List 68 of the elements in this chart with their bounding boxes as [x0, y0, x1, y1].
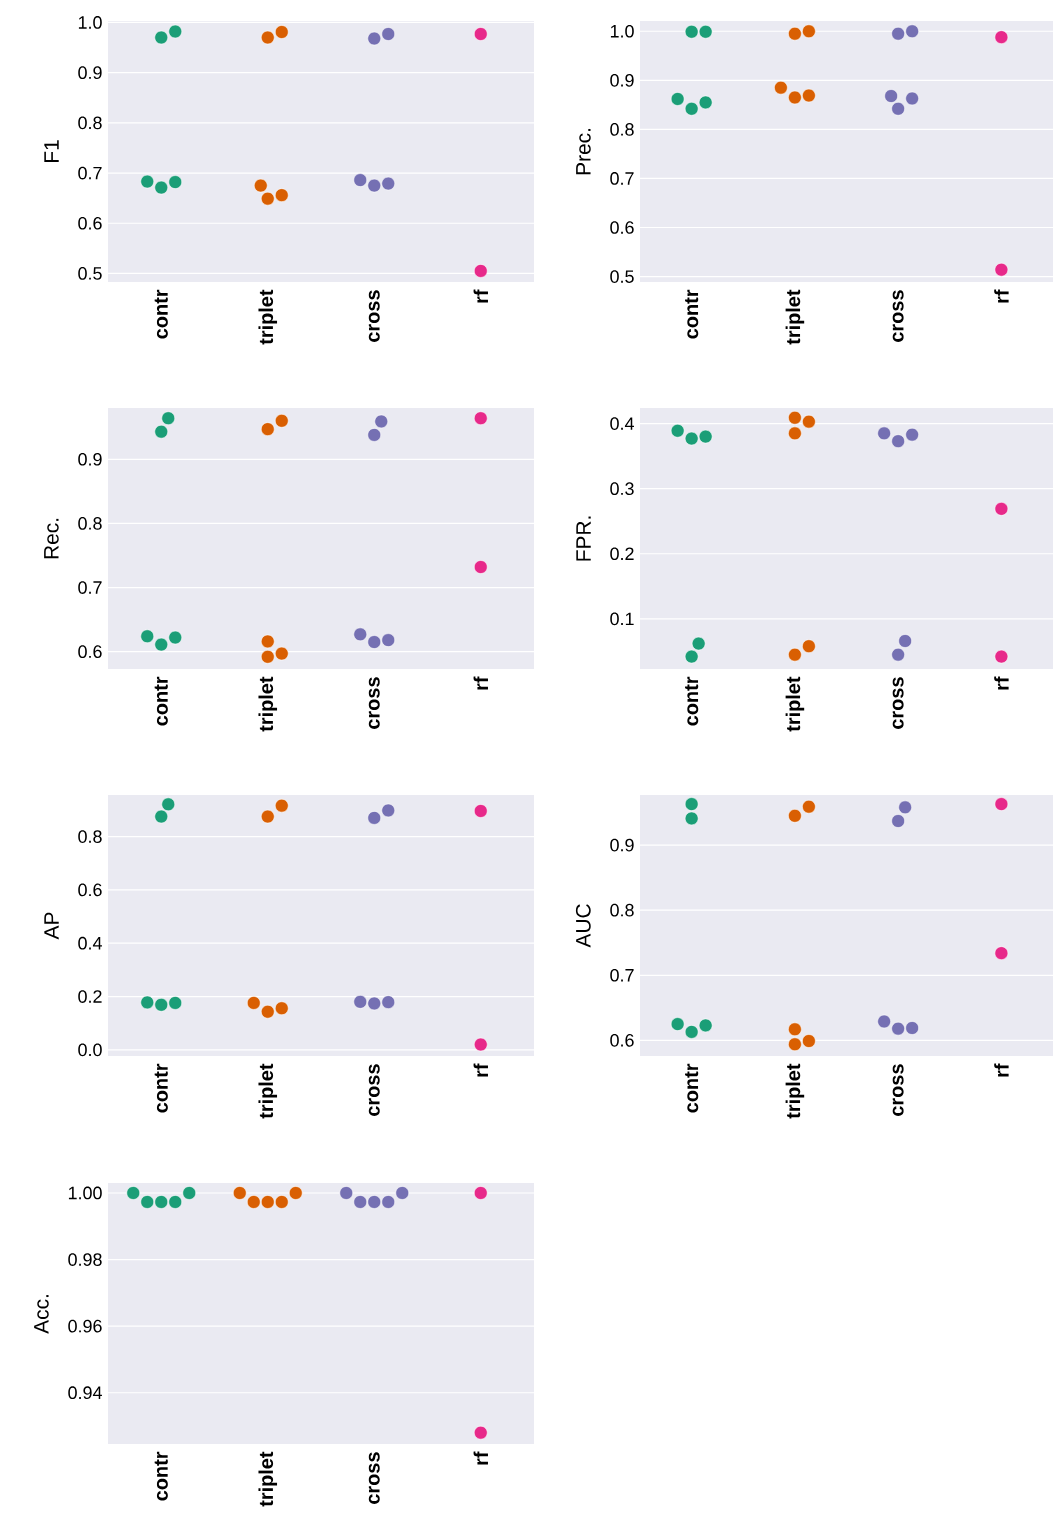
x-tick-label: contr: [154, 1063, 168, 1113]
y-tick-label: 0.6: [78, 883, 102, 897]
y-tick-label: 1.0: [78, 16, 102, 29]
y-tick-label: 0.6: [610, 221, 634, 234]
x-tick-label: rf: [473, 289, 488, 303]
y-tick-label: 0.7: [78, 166, 102, 180]
y-tick-label: 0.96: [68, 1319, 102, 1333]
x-tick-label: contr: [154, 676, 168, 726]
x-tick-label: contr: [154, 1451, 168, 1501]
x-tick-label: triplet: [258, 1063, 278, 1119]
x-tick-label: triplet: [785, 1063, 805, 1119]
y-tick-label: 0.9: [78, 452, 102, 466]
y-axis-title: F1: [44, 140, 59, 162]
x-tick-label: cross: [368, 1064, 380, 1116]
y-tick-label: 0.6: [610, 1034, 634, 1047]
y-tick-label: 0.8: [78, 830, 102, 843]
y-tick-label: 0.6: [78, 645, 102, 659]
y-tick-label: 1.0: [610, 24, 634, 38]
x-tick-label: contr: [154, 289, 168, 339]
y-tick-label: 0.8: [78, 116, 102, 130]
x-tick-label: cross: [892, 677, 904, 729]
y-tick-label: 1.00: [68, 1186, 102, 1200]
y-tick-label: 0.5: [610, 270, 634, 283]
y-tick-label: 0.7: [610, 968, 634, 982]
x-tick-label: cross: [368, 677, 380, 729]
x-tick-label: contr: [685, 289, 699, 339]
y-tick-label: 0.4: [610, 417, 634, 430]
y-tick-label: 0.7: [78, 581, 102, 594]
x-tick-label: triplet: [258, 676, 278, 732]
y-tick-label: 0.8: [610, 903, 634, 917]
x-tick-label: triplet: [258, 289, 278, 345]
y-axis-title: AP: [44, 912, 59, 940]
x-tick-label: triplet: [785, 289, 805, 345]
x-tick-label: contr: [685, 676, 699, 726]
y-tick-label: 0.98: [68, 1253, 102, 1266]
y-tick-label: 0.2: [78, 990, 102, 1003]
y-tick-label: 0.94: [68, 1386, 102, 1400]
x-tick-label: cross: [368, 1452, 380, 1504]
y-tick-label: 0.4: [78, 936, 102, 950]
y-axis-title: FPR.: [576, 516, 591, 561]
y-axis-title: Acc.: [34, 1295, 49, 1334]
y-tick-label: 0.6: [78, 216, 102, 230]
y-tick-label: 0.7: [610, 172, 634, 185]
x-tick-label: rf: [473, 676, 488, 690]
x-tick-label: triplet: [785, 676, 805, 732]
x-tick-label: cross: [368, 290, 380, 342]
x-tick-label: rf: [994, 289, 1009, 303]
x-tick-label: contr: [685, 1063, 699, 1113]
y-axis-title: Rec.: [44, 518, 59, 559]
y-tick-label: 0.8: [610, 123, 634, 136]
x-tick-label: rf: [473, 1063, 488, 1077]
y-axis-title: Prec.: [576, 128, 591, 175]
y-tick-label: 0.9: [610, 73, 634, 87]
x-tick-label: rf: [994, 1063, 1009, 1077]
y-tick-label: 0.9: [610, 838, 634, 852]
y-tick-label: 0.8: [78, 517, 102, 530]
x-tick-label: cross: [892, 290, 904, 342]
x-tick-label: triplet: [258, 1451, 278, 1507]
y-tick-label: 0.2: [610, 547, 634, 561]
x-tick-label: cross: [892, 1064, 904, 1116]
y-tick-label: 0.5: [78, 267, 102, 280]
y-tick-label: 0.1: [610, 612, 634, 626]
y-axis-title: AUC: [575, 904, 591, 948]
x-tick-label: rf: [473, 1451, 488, 1465]
y-tick-label: 0.3: [610, 482, 634, 496]
y-tick-label: 0.0: [78, 1043, 102, 1057]
y-tick-label: 0.9: [78, 66, 102, 80]
x-tick-label: rf: [994, 676, 1009, 690]
